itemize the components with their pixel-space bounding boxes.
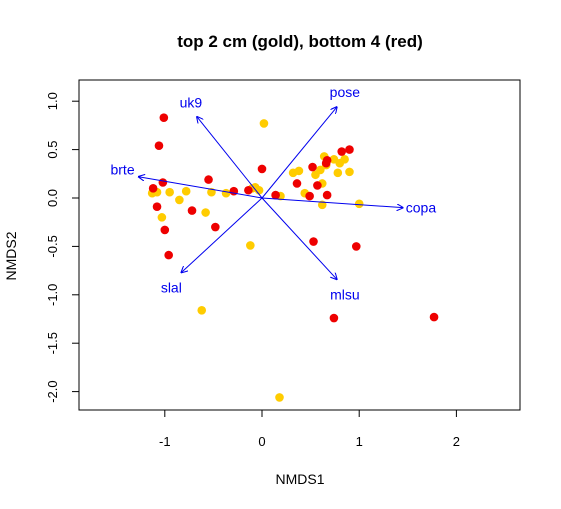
y-tick-label: 0.5 xyxy=(45,141,60,159)
x-axis-label: NMDS1 xyxy=(275,471,324,487)
red-point xyxy=(313,181,322,190)
x-tick-label: 2 xyxy=(453,434,460,449)
gold-point xyxy=(157,213,167,222)
red-point xyxy=(329,313,339,323)
gold-point xyxy=(340,154,349,164)
gold-point xyxy=(259,119,269,128)
gold-point xyxy=(201,208,210,217)
red-point xyxy=(229,186,239,196)
red-point xyxy=(351,242,361,251)
vector-arrow-uk9 xyxy=(197,117,263,199)
x-axis: -1 0 1 2 xyxy=(159,409,460,449)
gold-point xyxy=(345,167,354,177)
chart-title: top 2 cm (gold), bottom 4 (red) xyxy=(177,32,423,51)
red-point xyxy=(271,190,280,200)
env-vectors: uk9 pose brte copa slal mlsu xyxy=(110,84,436,302)
red-point xyxy=(204,175,213,184)
vector-arrow-slal xyxy=(181,197,263,273)
vector-label-slal: slal xyxy=(161,280,182,296)
y-tick-label: -1.0 xyxy=(45,284,60,306)
gold-point xyxy=(354,199,364,209)
gold-point xyxy=(316,165,325,175)
x-tick-label: 1 xyxy=(356,434,363,449)
y-tick-label: -1.5 xyxy=(45,332,60,354)
red-point xyxy=(322,190,332,200)
red-point xyxy=(211,222,220,232)
vector-arrow-brte xyxy=(139,177,263,199)
red-point xyxy=(159,113,169,122)
red-point xyxy=(322,155,332,165)
red-point xyxy=(429,312,439,322)
red-point xyxy=(158,178,168,187)
red-point xyxy=(164,250,173,260)
red-point xyxy=(337,147,347,156)
red-point xyxy=(148,184,158,193)
vector-label-copa: copa xyxy=(406,200,437,216)
gold-point xyxy=(275,393,284,402)
y-tick-label: 0.0 xyxy=(45,189,60,207)
y-axis: 1.0 0.5 0.0 -0.5 -1.0 -1.5 -2.0 xyxy=(45,92,79,403)
vector-arrow-copa xyxy=(261,197,403,208)
gold-point xyxy=(246,241,255,250)
red-point xyxy=(160,225,170,235)
vector-arrow-pose xyxy=(261,107,337,199)
gold-point xyxy=(221,188,231,198)
y-axis-label: NMDS2 xyxy=(3,231,19,280)
vector-label-uk9: uk9 xyxy=(180,95,203,111)
data-points xyxy=(147,113,439,402)
red-point xyxy=(154,141,164,151)
plot-frame xyxy=(78,79,521,411)
red-point xyxy=(187,206,197,215)
y-tick-label: 1.0 xyxy=(45,92,60,110)
red-point xyxy=(309,237,318,246)
red-point xyxy=(152,202,162,212)
vector-label-brte: brte xyxy=(110,162,134,178)
red-point xyxy=(308,162,317,172)
gold-point xyxy=(175,195,184,205)
red-point xyxy=(305,191,314,201)
gold-point xyxy=(333,168,343,178)
gold-point xyxy=(197,305,207,315)
gold-point xyxy=(181,186,191,196)
red-point xyxy=(257,164,267,174)
y-tick-label: -2.0 xyxy=(45,380,60,402)
vector-label-mlsu: mlsu xyxy=(330,286,360,302)
gold-point xyxy=(165,187,174,197)
x-tick-label: -1 xyxy=(159,434,171,449)
red-point xyxy=(345,145,354,154)
y-tick-label: -0.5 xyxy=(45,235,60,257)
vector-label-pose: pose xyxy=(330,84,361,100)
red-point xyxy=(244,185,253,195)
red-point xyxy=(292,179,302,188)
x-tick-label: 0 xyxy=(258,434,265,449)
gold-point xyxy=(294,166,304,176)
vector-arrow-mlsu xyxy=(261,197,337,279)
